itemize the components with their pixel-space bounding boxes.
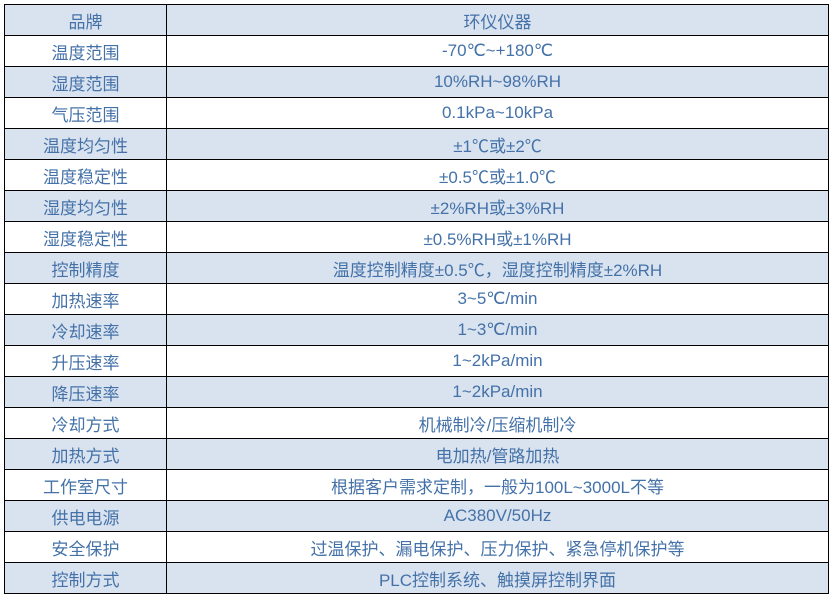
- spec-value: 电加热/管路加热: [167, 439, 829, 470]
- table-row: 升压速率1~2kPa/min: [5, 346, 829, 377]
- spec-label: 温度稳定性: [5, 160, 167, 191]
- spec-value: 1~3℃/min: [167, 315, 829, 346]
- table-row: 冷却方式机械制冷/压缩机制冷: [5, 408, 829, 439]
- spec-label: 供电电源: [5, 501, 167, 532]
- spec-value: 环仪仪器: [167, 5, 829, 36]
- spec-value: -70℃~+180℃: [167, 36, 829, 67]
- spec-label: 工作室尺寸: [5, 470, 167, 501]
- spec-label: 控制方式: [5, 563, 167, 594]
- spec-label: 冷却方式: [5, 408, 167, 439]
- table-row: 温度均匀性±1℃或±2℃: [5, 129, 829, 160]
- spec-label: 控制精度: [5, 253, 167, 284]
- table-row: 控制精度温度控制精度±0.5℃，湿度控制精度±2%RH: [5, 253, 829, 284]
- spec-value: 3~5℃/min: [167, 284, 829, 315]
- spec-value: AC380V/50Hz: [167, 501, 829, 532]
- table-row: 湿度范围10%RH~98%RH: [5, 67, 829, 98]
- spec-value: 过温保护、漏电保护、压力保护、紧急停机保护等: [167, 532, 829, 563]
- table-row: 工作室尺寸根据客户需求定制，一般为100L~3000L不等: [5, 470, 829, 501]
- table-row: 冷却速率1~3℃/min: [5, 315, 829, 346]
- spec-label: 降压速率: [5, 377, 167, 408]
- table-row: 温度范围-70℃~+180℃: [5, 36, 829, 67]
- spec-label: 湿度均匀性: [5, 191, 167, 222]
- table-row: 湿度稳定性±0.5%RH或±1%RH: [5, 222, 829, 253]
- spec-label: 温度范围: [5, 36, 167, 67]
- spec-table-body: 品牌环仪仪器温度范围-70℃~+180℃湿度范围10%RH~98%RH气压范围0…: [5, 5, 829, 594]
- spec-value: 1~2kPa/min: [167, 346, 829, 377]
- spec-label: 湿度范围: [5, 67, 167, 98]
- spec-value: 根据客户需求定制，一般为100L~3000L不等: [167, 470, 829, 501]
- table-row: 控制方式PLC控制系统、触摸屏控制界面: [5, 563, 829, 594]
- spec-label: 加热方式: [5, 439, 167, 470]
- table-row: 加热速率3~5℃/min: [5, 284, 829, 315]
- spec-label: 气压范围: [5, 98, 167, 129]
- spec-label: 加热速率: [5, 284, 167, 315]
- spec-value: ±0.5%RH或±1%RH: [167, 222, 829, 253]
- spec-value: ±0.5℃或±1.0℃: [167, 160, 829, 191]
- table-row: 降压速率1~2kPa/min: [5, 377, 829, 408]
- table-row: 温度稳定性±0.5℃或±1.0℃: [5, 160, 829, 191]
- spec-value: ±2%RH或±3%RH: [167, 191, 829, 222]
- table-row: 湿度均匀性±2%RH或±3%RH: [5, 191, 829, 222]
- spec-label: 安全保护: [5, 532, 167, 563]
- table-row: 安全保护过温保护、漏电保护、压力保护、紧急停机保护等: [5, 532, 829, 563]
- spec-value: ±1℃或±2℃: [167, 129, 829, 160]
- spec-value: 温度控制精度±0.5℃，湿度控制精度±2%RH: [167, 253, 829, 284]
- spec-table: 品牌环仪仪器温度范围-70℃~+180℃湿度范围10%RH~98%RH气压范围0…: [4, 4, 829, 594]
- table-row: 气压范围0.1kPa~10kPa: [5, 98, 829, 129]
- table-row: 加热方式电加热/管路加热: [5, 439, 829, 470]
- spec-value: 10%RH~98%RH: [167, 67, 829, 98]
- spec-value: 机械制冷/压缩机制冷: [167, 408, 829, 439]
- spec-label: 品牌: [5, 5, 167, 36]
- spec-value: PLC控制系统、触摸屏控制界面: [167, 563, 829, 594]
- table-row: 供电电源AC380V/50Hz: [5, 501, 829, 532]
- spec-value: 0.1kPa~10kPa: [167, 98, 829, 129]
- spec-label: 温度均匀性: [5, 129, 167, 160]
- spec-value: 1~2kPa/min: [167, 377, 829, 408]
- spec-label: 冷却速率: [5, 315, 167, 346]
- spec-label: 湿度稳定性: [5, 222, 167, 253]
- table-row: 品牌环仪仪器: [5, 5, 829, 36]
- spec-label: 升压速率: [5, 346, 167, 377]
